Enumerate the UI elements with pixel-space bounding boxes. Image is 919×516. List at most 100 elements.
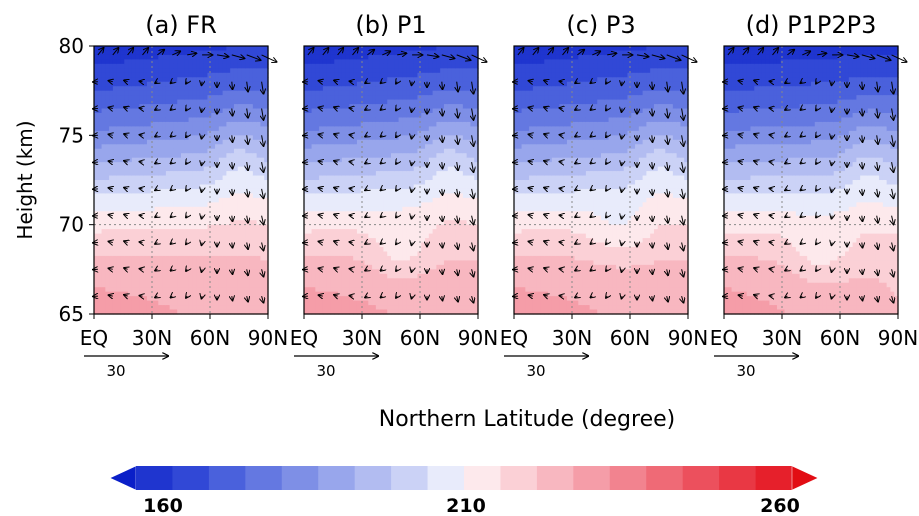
heatmap-cell [252, 287, 258, 293]
heatmap-cell [173, 278, 178, 284]
heatmap-cell [375, 117, 381, 123]
heatmap-cell [169, 224, 175, 230]
heatmap-cell [304, 50, 309, 56]
heatmap-cell [409, 255, 415, 261]
heatmap-cell [307, 139, 313, 145]
heatmap-cell [353, 113, 358, 119]
heatmap-cell [196, 193, 201, 199]
heatmap-cell [326, 291, 332, 297]
heatmap-cell [398, 188, 403, 194]
heatmap-cell [131, 139, 137, 145]
heatmap-cell [394, 126, 400, 132]
heatmap-cell [150, 233, 156, 239]
heatmap-cell [338, 296, 343, 302]
heatmap-cell [360, 104, 366, 110]
heatmap-cell [315, 50, 320, 56]
heatmap-cell [356, 99, 362, 105]
heatmap-cell [417, 121, 422, 127]
heatmap-cell [391, 220, 396, 226]
heatmap-cell [260, 117, 265, 123]
heatmap-cell [237, 291, 243, 297]
wind-vector [202, 162, 203, 165]
heatmap-cell [116, 81, 122, 87]
heatmap-cell [237, 224, 243, 230]
heatmap-cell [112, 215, 118, 221]
heatmap-cell [184, 233, 190, 239]
heatmap-cell [203, 86, 209, 92]
heatmap-cell [353, 278, 358, 284]
heatmap-cell [326, 63, 332, 69]
heatmap-cell [241, 247, 246, 253]
heatmap-cell [406, 144, 411, 150]
heatmap-cell [383, 282, 388, 288]
heatmap-cell [233, 63, 239, 69]
heatmap-cell [233, 108, 239, 114]
heatmap-cell [304, 171, 309, 177]
heatmap-cell [241, 287, 246, 293]
heatmap-cell [211, 287, 216, 293]
gridlines [94, 46, 268, 314]
heatmap-cell [146, 220, 152, 226]
heatmap-cell [150, 148, 156, 154]
heatmap-cell [162, 157, 167, 163]
heatmap-cell [402, 211, 407, 217]
heatmap-cell [154, 54, 159, 60]
heatmap-cell [199, 139, 205, 145]
heatmap-cell [230, 46, 235, 52]
heatmap-cell [237, 175, 243, 181]
heatmap-cell [135, 139, 140, 145]
heatmap-cell [135, 193, 140, 199]
heatmap-cell [222, 135, 227, 141]
heatmap-cell [368, 90, 373, 96]
heatmap-cell [241, 99, 246, 105]
heatmap-cell [375, 300, 381, 306]
heatmap-cell [124, 188, 129, 194]
heatmap-cell [406, 95, 411, 101]
heatmap-cell [356, 59, 362, 65]
heatmap-cell [112, 86, 118, 92]
heatmap-cell [387, 264, 392, 270]
heatmap-cell [101, 166, 106, 172]
heatmap-cell [184, 206, 190, 212]
heatmap-cell [311, 229, 316, 235]
heatmap-cell [341, 166, 347, 172]
heatmap-cell [146, 193, 152, 199]
heatmap-cell [211, 63, 216, 69]
heatmap-cell [338, 197, 343, 203]
heatmap-cell [406, 193, 411, 199]
heatmap-cell [379, 273, 385, 279]
heatmap-cell [150, 135, 156, 141]
heatmap-cell [97, 95, 103, 101]
heatmap-cell [375, 148, 381, 154]
heatmap-cell [230, 287, 235, 293]
heatmap-cell [131, 104, 137, 110]
wind-vector [155, 135, 157, 136]
heatmap-cell [364, 260, 369, 266]
heatmap-cell [230, 104, 235, 110]
heatmap-cell [353, 139, 358, 145]
heatmap-cell [94, 113, 99, 119]
heatmap-cell [375, 72, 381, 78]
heatmap-cell [326, 162, 332, 168]
heatmap-cell [264, 220, 269, 226]
heatmap-cell [169, 220, 175, 226]
heatmap-cell [233, 291, 239, 297]
heatmap-cell [94, 46, 99, 52]
heatmap-cell [417, 113, 422, 119]
heatmap-cell [222, 46, 227, 52]
heatmap-cell [330, 90, 335, 96]
heatmap-cell [241, 197, 246, 203]
heatmap-cell [165, 139, 171, 145]
heatmap-cell [368, 68, 373, 74]
heatmap-cell [387, 157, 392, 163]
heatmap-cell [428, 300, 434, 306]
heatmap-cell [215, 305, 220, 311]
heatmap-cell [417, 117, 422, 123]
heatmap-cell [338, 215, 343, 221]
heatmap-cell [158, 287, 163, 293]
heatmap-cell [128, 242, 133, 248]
heatmap-cell [207, 197, 212, 203]
heatmap-cell [394, 99, 400, 105]
heatmap-cell [252, 206, 258, 212]
heatmap-cell [109, 86, 114, 92]
